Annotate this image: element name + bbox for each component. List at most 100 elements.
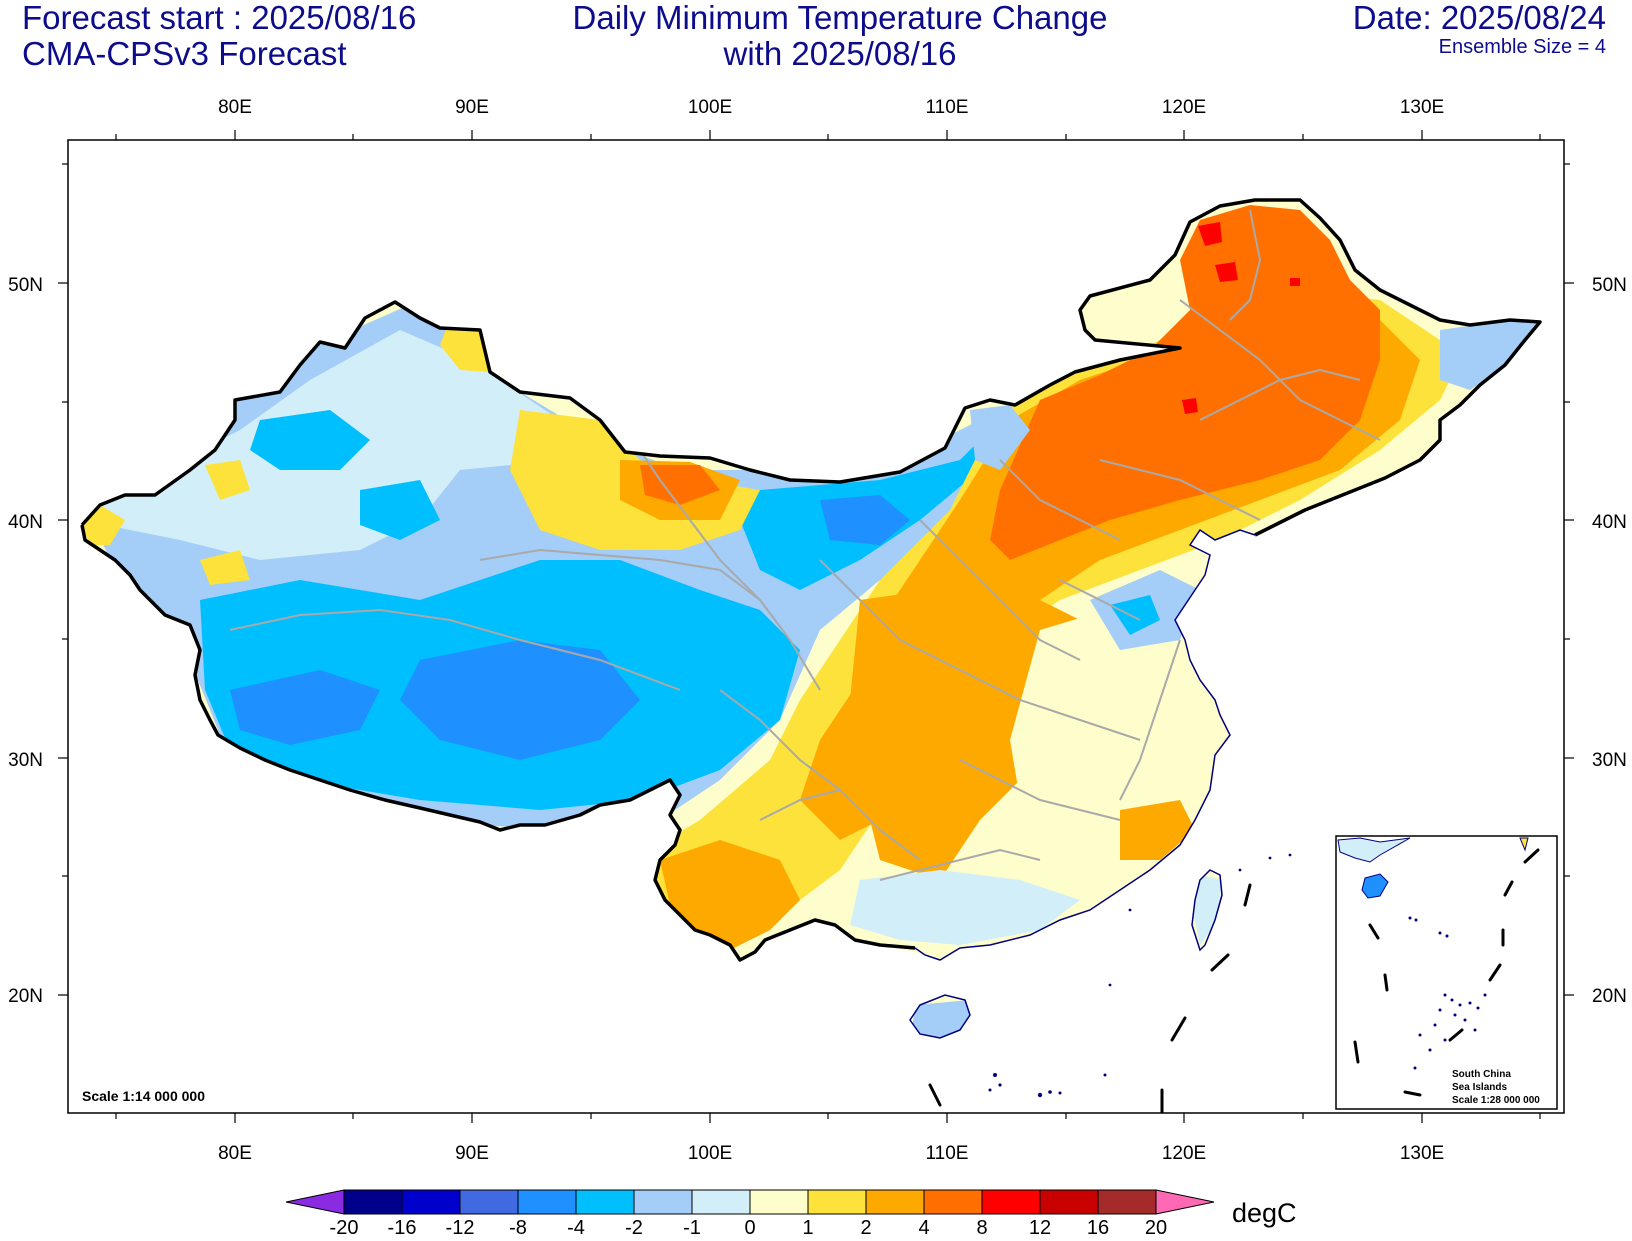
inset-islands (1408, 916, 1487, 1070)
inset-caption-line-1: South China (1452, 1069, 1511, 1080)
colorbar-level-label: -12 (446, 1217, 475, 1239)
title-line-1: Daily Minimum Temperature Change (572, 0, 1108, 36)
colorbar: -20 -16 -12 -8 -4 -2 -1 0 1 2 4 8 12 16 20 (285, 1189, 1215, 1239)
colorbar-level-label: -16 (388, 1217, 417, 1239)
lon-label-80e-bottom: 80E (218, 1143, 252, 1164)
field-pale-east (1010, 600, 1210, 820)
colorbar-box (691, 1189, 751, 1215)
forecast-start-label: Forecast start : 2025/08/16 (22, 0, 417, 36)
colorbar-unit: degC (1232, 1198, 1297, 1228)
field-blue-shandong (1110, 595, 1160, 635)
lon-label-110e-bottom: 110E (926, 1143, 969, 1164)
lat-label-40n-right: 40N (1592, 512, 1627, 533)
field-dark-orange-northeast (990, 205, 1380, 560)
header-title: Daily Minimum Temperature Change with 20… (573, 0, 1108, 72)
scale-label: Scale 1:14 000 000 (82, 1088, 205, 1104)
axis-ticks (58, 130, 1574, 1123)
inset-hainan (1361, 873, 1389, 899)
colorbar-level-label: -20 (330, 1217, 359, 1239)
lon-label-110e-top: 110E (926, 97, 969, 118)
national-border (80, 198, 1542, 537)
colorbar-box (865, 1189, 925, 1215)
colorbar-level-label: 16 (1087, 1217, 1109, 1239)
dash-line (928, 883, 1252, 1114)
lon-labels-bottom: 80E 90E 100E 110E 120E 130E (218, 1143, 1444, 1164)
lat-label-30n-left: 30N (8, 750, 43, 771)
colorbar-level-label: 12 (1029, 1217, 1051, 1239)
lon-label-120e-top: 120E (1162, 97, 1206, 118)
field-light-blue-taiwan (1194, 875, 1222, 945)
colorbar-box (575, 1189, 635, 1215)
ensemble-label: Ensemble Size = 4 (1438, 36, 1606, 58)
coastline (914, 528, 1256, 961)
colorbar-box (749, 1189, 809, 1215)
inset-taiwan-tip (1519, 837, 1529, 852)
inset-caption-line-2: Sea Islands (1452, 1082, 1507, 1093)
field-red-spot-2 (1215, 262, 1238, 282)
date-label: Date: 2025/08/24 (1352, 0, 1606, 36)
colorbar-level-label: -2 (625, 1217, 643, 1239)
field-deep-blue-1 (400, 640, 640, 760)
province-borders (229, 209, 1381, 881)
colorbar-level-label: 2 (860, 1217, 871, 1239)
colorbar-box (1039, 1189, 1099, 1215)
lon-label-100e-top: 100E (688, 97, 732, 118)
inset-map: South China Sea Islands Scale 1:28 000 0… (1335, 835, 1558, 1110)
lat-labels-right: 50N 40N 30N 20N (1592, 275, 1627, 1007)
field-blue-west-patch (250, 410, 370, 470)
lat-label-50n-right: 50N (1592, 275, 1627, 296)
colorbar-arrow-low (285, 1189, 345, 1215)
field-yellow-west-3 (200, 550, 250, 585)
lon-label-100e-bottom: 100E (688, 1143, 732, 1164)
lat-label-30n-right: 30N (1592, 750, 1627, 771)
field-red-spot-4 (1290, 278, 1300, 286)
islands (988, 853, 1292, 1098)
colorbar-box (459, 1189, 519, 1215)
lat-label-20n-left: 20N (8, 986, 43, 1007)
inset-coast (1337, 837, 1411, 863)
colorbar-box (633, 1189, 693, 1215)
colorbar-box (517, 1189, 577, 1215)
field-dark-orange-hexi (640, 465, 720, 505)
colorbar-box (401, 1189, 461, 1215)
field-orange-southeast (1120, 800, 1195, 860)
national-border-south (80, 524, 916, 962)
colorbar-level-label: 4 (918, 1217, 929, 1239)
lon-labels-top: 80E 90E 100E 110E 120E 130E (218, 97, 1444, 118)
colorbar-box (1097, 1189, 1157, 1215)
lat-label-20n-right: 20N (1592, 986, 1627, 1007)
field-red-spot-3 (1182, 398, 1198, 414)
lat-labels-left: 50N 40N 30N 20N (8, 275, 43, 1007)
colorbar-level-label: 8 (976, 1217, 987, 1239)
colorbar-level-label: 1 (802, 1217, 813, 1239)
inset-caption-line-3: Scale 1:28 000 000 (1452, 1095, 1540, 1106)
taiwan-outline (1191, 869, 1223, 952)
lon-label-130e-top: 130E (1400, 97, 1444, 118)
lat-label-50n-left: 50N (8, 275, 43, 296)
title-line-2: with 2025/08/16 (723, 35, 957, 72)
lon-label-130e-bottom: 130E (1400, 1143, 1444, 1164)
colorbar-box (923, 1189, 983, 1215)
field-yellow-west-2 (205, 460, 250, 500)
lon-label-80e-top: 80E (218, 97, 252, 118)
field-light-blue-northeast-tip (1440, 320, 1540, 390)
header-right: Date: 2025/08/24 Ensemble Size = 4 (1353, 0, 1606, 58)
colorbar-arrow-high (1155, 1189, 1215, 1215)
lon-label-90e-top: 90E (455, 97, 489, 118)
colorbar-level-label: -1 (683, 1217, 701, 1239)
header-left: Forecast start : 2025/08/16 CMA-CPSv3 Fo… (22, 0, 416, 72)
field-pale-blue-south (850, 870, 1080, 945)
field-light-blue-inner-mongolia (970, 405, 1030, 470)
colorbar-box (343, 1189, 403, 1215)
inset-caption: South China Sea Islands Scale 1:28 000 0… (1452, 1069, 1540, 1106)
colorbar-box (807, 1189, 867, 1215)
model-label: CMA-CPSv3 Forecast (22, 35, 347, 72)
inset-dash-line (1353, 848, 1540, 1097)
lon-label-120e-bottom: 120E (1162, 1143, 1206, 1164)
lon-label-90e-bottom: 90E (455, 1143, 489, 1164)
colorbar-level-label: -4 (567, 1217, 585, 1239)
field-orange-southwest (660, 840, 800, 950)
field-deep-blue-2 (230, 670, 380, 745)
hainan-outline (909, 994, 971, 1039)
